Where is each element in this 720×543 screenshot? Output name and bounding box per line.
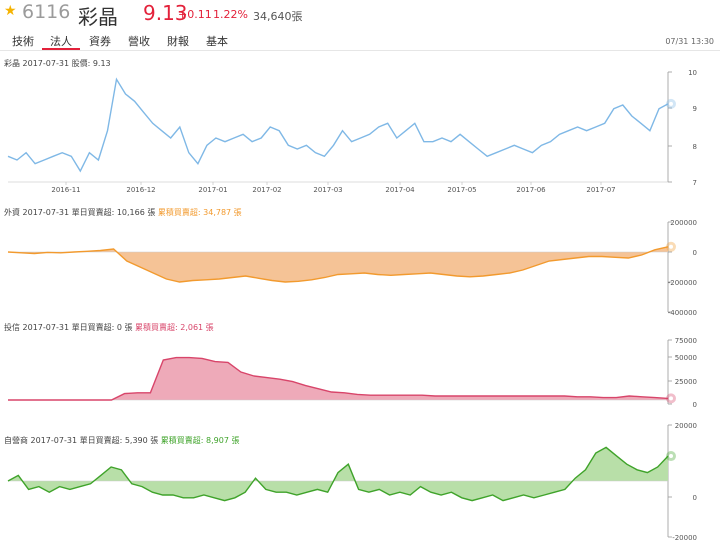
x-tick-label: 2017-04 [385, 186, 415, 194]
legend-item-trust-1: 累積買賣超: 2,061 張 [132, 322, 213, 332]
legend-item-dealer-0: 單日買賣超: 5,390 張 [80, 435, 159, 445]
legend-item-foreign-0: 單日買賣超: 10,166 張 [72, 207, 156, 217]
legend-title-foreign: 外資 2017-07-31 [4, 207, 72, 217]
active-tab-indicator [42, 48, 80, 50]
y-tick-label-foreign: 0 [693, 249, 697, 257]
x-tick-label: 2017-07 [586, 186, 615, 194]
y-tick-label-trust: 75000 [675, 337, 697, 345]
x-tick-label: 2017-05 [447, 186, 476, 194]
legend-dealer: 自營商 2017-07-31 單日買賣超: 5,390 張 累積買賣超: 8,9… [4, 435, 240, 445]
legend-title-trust: 投信 2017-07-31 [4, 322, 72, 332]
series-line-foreign [7, 246, 669, 283]
price-change-pct: 1.22% [213, 8, 248, 21]
legend-foreign: 外資 2017-07-31 單日買賣超: 10,166 張 累積買賣超: 34,… [4, 207, 242, 217]
y-tick-label-price: 8 [693, 143, 697, 151]
x-tick-label: 2016-11 [51, 186, 80, 194]
last-point-trust [669, 396, 673, 401]
tab-technical[interactable]: 技術 [12, 35, 34, 48]
legend-title-dealer: 自營商 2017-07-31 [4, 435, 80, 445]
tab-margin[interactable]: 資券 [89, 35, 111, 48]
last-point-price [669, 101, 673, 106]
y-tick-label-foreign: -200000 [668, 279, 697, 287]
y-tick-label-trust: 0 [693, 401, 697, 409]
y-tick-label-trust: 50000 [675, 354, 697, 362]
chart-panel-foreign: 外資 2017-07-31 單日買賣超: 10,166 張 累積買賣超: 34,… [4, 207, 676, 313]
chart-panel-trust: 投信 2017-07-31 單日買賣超: 0 張 累積買賣超: 2,061 張 [4, 322, 676, 405]
chart-panel-dealer: 自營商 2017-07-31 單日買賣超: 5,390 張 累積買賣超: 8,9… [4, 424, 676, 538]
series-line-price [7, 77, 669, 173]
y-tick-label-trust: 25000 [675, 378, 697, 386]
stock-header: ★ 6116 彩晶 9.13 +0.11 1.22% 34,640張 [0, 0, 720, 30]
x-tick-label: 2017-06 [516, 186, 546, 194]
legend-item-price-0: 股價: 9.13 [72, 59, 111, 68]
y-tick-label-price: 9 [693, 105, 697, 113]
y-tick-label-dealer: 20000 [675, 422, 697, 430]
star-icon[interactable]: ★ [4, 3, 17, 19]
x-tick-label: 2017-01 [198, 186, 227, 194]
price-change: +0.11 [178, 8, 212, 21]
chart-panel-price: 彩晶 2017-07-31 股價: 9.13 [4, 58, 676, 185]
y-tick-label-foreign: -400000 [668, 309, 697, 317]
stock-code: 6116 [22, 1, 71, 23]
trade-volume: 34,640張 [253, 10, 303, 23]
series-line-trust [8, 356, 669, 401]
x-tick-label: 2017-03 [313, 186, 342, 194]
y-tick-label-foreign: 200000 [670, 219, 697, 227]
stock-price: 9.13 [143, 1, 188, 25]
quote-time: 07/31 13:30 [665, 37, 714, 46]
y-tick-label-dealer: 0 [693, 494, 697, 502]
y-tick-label-price: 10 [688, 69, 697, 77]
tab-basic[interactable]: 基本 [206, 35, 228, 48]
legend-price: 彩晶 2017-07-31 股價: 9.13 [4, 58, 111, 68]
x-tick-label: 2016-12 [126, 186, 155, 194]
tab-financials[interactable]: 財報 [167, 35, 189, 48]
area-fill-trust [8, 357, 668, 400]
y-tick-label-dealer: -20000 [672, 534, 697, 542]
legend-trust: 投信 2017-07-31 單日買賣超: 0 張 累積買賣超: 2,061 張 [4, 322, 214, 332]
tab-bar: 技術 法人 資券 營收 財報 基本 07/31 13:30 [0, 30, 720, 51]
last-point-dealer [669, 454, 673, 459]
x-tick-label: 2017-02 [252, 186, 281, 194]
last-point-foreign [669, 244, 673, 249]
tab-revenue[interactable]: 營收 [128, 35, 150, 48]
legend-item-trust-0: 單日買賣超: 0 張 [72, 322, 133, 332]
y-tick-label-price: 7 [693, 179, 697, 187]
stock-name: 彩晶 [78, 5, 118, 29]
legend-title-price: 彩晶 2017-07-31 [4, 58, 72, 68]
legend-item-dealer-1: 累積買賣超: 8,907 張 [158, 435, 239, 445]
tab-institutional[interactable]: 法人 [50, 35, 72, 48]
series-line-dealer [7, 446, 669, 502]
legend-item-foreign-1: 累積買賣超: 34,787 張 [155, 207, 241, 217]
